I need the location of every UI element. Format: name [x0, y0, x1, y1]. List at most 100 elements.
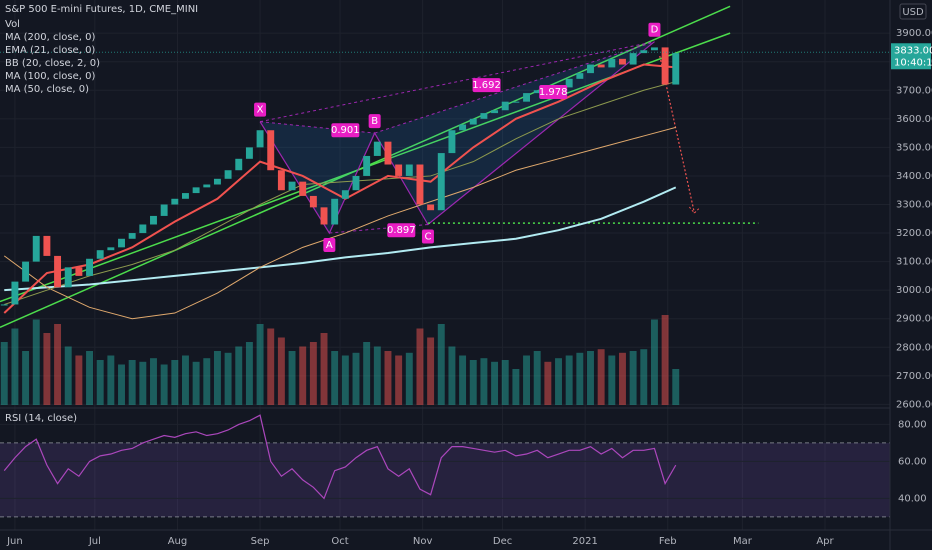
volume-bar	[395, 355, 403, 405]
candle	[640, 50, 648, 54]
volume-bar	[565, 355, 573, 405]
legend-entry: EMA (21, close, 0)	[5, 45, 95, 56]
ratio-box	[331, 123, 360, 138]
y-tick-label: 3000.00	[896, 285, 932, 296]
rsi-tick-label: 60.00	[898, 456, 927, 467]
volume-bar	[608, 355, 616, 405]
volume-bar	[107, 355, 115, 405]
candle	[437, 153, 445, 211]
ratio-box	[387, 223, 416, 238]
rsi-line	[3, 414, 677, 500]
candle	[32, 235, 40, 262]
volume-bar	[661, 315, 669, 405]
candle	[565, 78, 573, 88]
ratio-box	[539, 84, 568, 99]
candle	[107, 247, 115, 251]
legend-entry: MA (100, close, 0)	[5, 71, 95, 82]
candle	[341, 190, 349, 199]
volume-bar	[555, 358, 562, 405]
candle	[75, 267, 83, 276]
candle	[352, 175, 360, 191]
volume-bar	[640, 349, 648, 405]
candle	[299, 181, 307, 196]
candle	[288, 181, 296, 191]
legend: Vol MA (200, close, 0) EMA (21, close, 0) B…	[5, 19, 100, 95]
y-tick-label: 2900.00	[896, 314, 932, 325]
volume-bar	[331, 351, 339, 405]
candle	[128, 233, 136, 239]
candle	[54, 255, 62, 288]
volume-bar	[544, 361, 552, 405]
x-tick-label: Jun	[6, 536, 23, 547]
candle	[160, 204, 168, 216]
candle	[11, 281, 19, 305]
last-price-label: 3833.00	[894, 45, 932, 56]
currency-box[interactable]	[899, 3, 927, 20]
pattern-point-label: B	[371, 116, 378, 127]
rsi-tick-label: 40.00	[898, 493, 927, 504]
pattern-point-box	[254, 102, 267, 117]
volume-bar	[213, 351, 221, 405]
candle	[491, 110, 499, 114]
pattern-point-label: X	[257, 105, 264, 116]
pattern-diagonal	[374, 41, 655, 134]
candle	[43, 235, 51, 256]
volume-bar	[629, 351, 637, 405]
plot: X A B C D 0.901 0.897 1.692 1.978	[0, 5, 890, 500]
x-tick-label: Sep	[251, 536, 270, 547]
legend-entry: MA (200, close, 0)	[5, 32, 95, 43]
candle	[672, 53, 680, 85]
candle	[373, 141, 381, 156]
candle	[267, 130, 275, 171]
candle	[523, 93, 531, 102]
candle	[395, 164, 403, 176]
y-tick-label: 3400.00	[896, 171, 932, 182]
candle	[405, 164, 413, 176]
volume-bar	[22, 351, 30, 405]
candle	[256, 130, 264, 148]
x-tick-label: Mar	[733, 536, 753, 547]
volume-bar	[501, 360, 509, 405]
pattern-point-label: C	[424, 231, 431, 242]
candle	[501, 101, 509, 111]
legend-entry: BB (20, close, 2, 0)	[5, 58, 100, 69]
moving-average	[4, 81, 676, 305]
candle	[118, 238, 125, 248]
volume-bar	[491, 361, 499, 405]
candle	[181, 193, 189, 199]
last-price-time: 10:40:16	[894, 57, 932, 68]
ratio-box	[472, 78, 501, 93]
pattern-point-label: D	[651, 25, 659, 36]
candle	[0, 304, 8, 306]
projection-arrowhead	[689, 206, 700, 214]
y-tick-label: 3100.00	[896, 257, 932, 268]
volume-bar	[224, 352, 232, 405]
pattern-area	[260, 121, 375, 234]
pattern-point-box	[648, 22, 661, 37]
candle	[139, 224, 147, 234]
candle	[96, 250, 104, 259]
ratio-label: 0.901	[331, 125, 360, 136]
candle	[331, 198, 339, 225]
candle	[192, 187, 200, 194]
pattern-diagonal	[259, 41, 655, 123]
candle	[619, 58, 626, 65]
volume-bar	[150, 358, 157, 405]
candle	[245, 147, 253, 159]
volume-bar	[672, 369, 680, 405]
candle	[309, 195, 317, 208]
y-tick-label: 2700.00	[896, 371, 932, 382]
pattern-point-box	[323, 238, 336, 253]
y-tick-label: 3500.00	[896, 142, 932, 153]
volume-bar	[277, 337, 285, 405]
candle	[629, 53, 637, 65]
y-tick-label: 3900.00	[896, 28, 932, 39]
volume-bar	[181, 355, 189, 405]
ratio-label: 0.897	[387, 225, 416, 236]
volume-bar	[373, 346, 381, 405]
candle	[150, 215, 157, 225]
volume-bar	[75, 355, 83, 405]
candle	[427, 204, 435, 211]
rsi-tick-label: 80.00	[898, 419, 927, 430]
